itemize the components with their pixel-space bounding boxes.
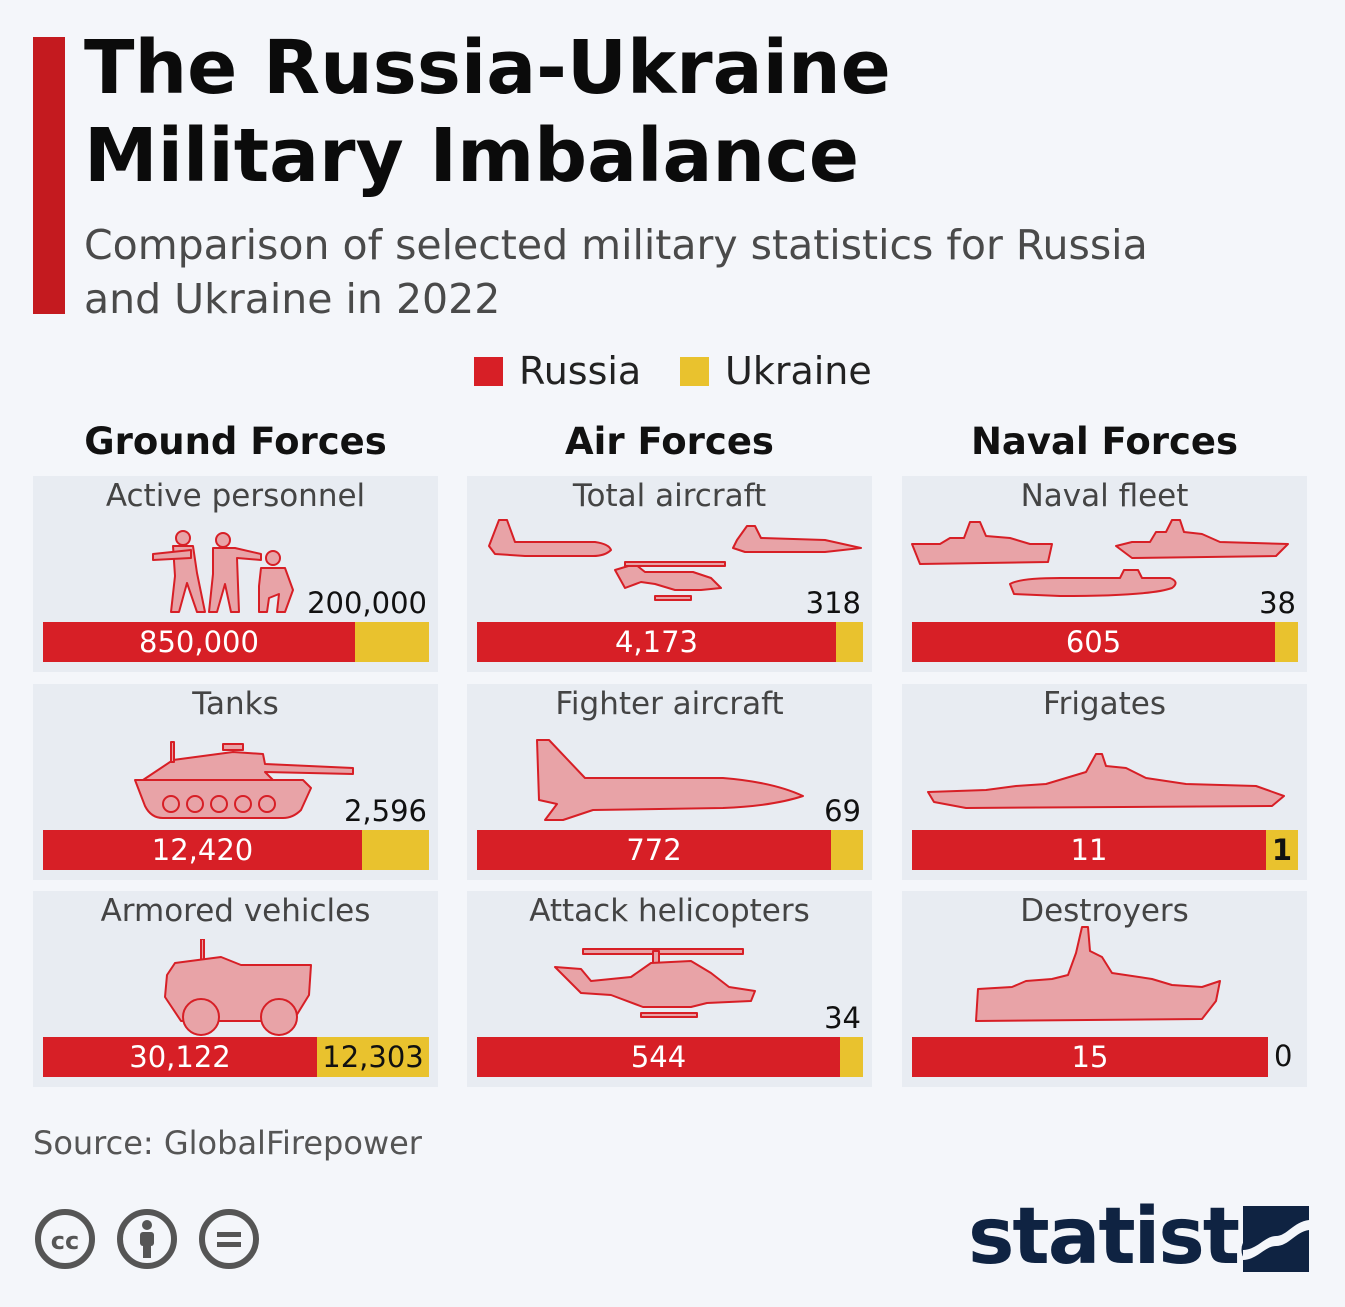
- value-label-ukraine: 34: [824, 1001, 861, 1035]
- value-label-ukraine: 318: [805, 586, 861, 620]
- bar-segment-russia: [912, 1037, 1268, 1077]
- stacked-bar: 15: [912, 1037, 1298, 1077]
- panel-armored-vehicles: Armored vehicles 30,122 12,303: [33, 891, 438, 1087]
- value-label-russia: 15: [1071, 1040, 1109, 1074]
- panel-total-aircraft: Total aircraft 4,173 318: [467, 476, 872, 672]
- bar-segment-ukraine: [1275, 622, 1298, 662]
- attribution-icon: [117, 1209, 177, 1269]
- panel-tanks: Tanks 12,420 2,596: [33, 684, 438, 880]
- bar-segment-russia: [43, 830, 362, 870]
- statista-logo: statista: [968, 1192, 1309, 1282]
- stacked-bar: 850,000: [43, 622, 429, 662]
- no-derivatives-icon: [199, 1209, 259, 1269]
- bar-segment-russia: [912, 622, 1275, 662]
- column-heading-naval-forces: Naval Forces: [970, 420, 1239, 463]
- bar-segment-russia: [477, 830, 831, 870]
- stacked-bar: 12,420: [43, 830, 429, 870]
- legend-swatch-russia: [474, 356, 503, 386]
- value-label-ukraine: 12,303: [322, 1040, 424, 1074]
- legend-label-ukraine: Ukraine: [725, 349, 872, 393]
- stacked-bar: 11: [912, 830, 1298, 870]
- panel-active-personnel: Active personnel 850,000 200,000: [33, 476, 438, 672]
- panel-label: Tanks: [192, 686, 279, 722]
- legend-item-ukraine: Ukraine: [680, 345, 872, 397]
- panel-label: Destroyers: [1020, 893, 1189, 929]
- tank-icon: [133, 740, 357, 824]
- value-label-ukraine: 69: [824, 794, 861, 828]
- stacked-bar: 4,173: [477, 622, 863, 662]
- value-label-ukraine: 38: [1259, 586, 1296, 620]
- bar-segment-russia: [477, 622, 836, 662]
- statista-wordmark: statista: [968, 1192, 1291, 1282]
- legend-swatch-ukraine: [680, 356, 709, 386]
- stacked-bar: 605: [912, 622, 1298, 662]
- stacked-bar: 30,122: [43, 1037, 429, 1077]
- bar-segment-russia: [43, 1037, 317, 1077]
- value-label-russia: 30,122: [129, 1040, 231, 1074]
- bar-segment-russia: [477, 1037, 840, 1077]
- panel-label: Frigates: [1043, 686, 1166, 722]
- chart-subtitle: Comparison of selected military statisti…: [84, 221, 1148, 323]
- bar-segment-russia: [912, 830, 1266, 870]
- bar-segment-ukraine: [317, 1037, 429, 1077]
- cc-icon: cc: [35, 1209, 95, 1269]
- value-label-russia: 850,000: [139, 625, 259, 659]
- value-label-ukraine: 200,000: [307, 586, 427, 620]
- value-label-russia: 605: [1065, 625, 1122, 659]
- column-heading-ground-forces: Ground Forces: [84, 420, 387, 463]
- bar-segment-ukraine: [836, 622, 863, 662]
- value-label-russia: 11: [1070, 833, 1108, 867]
- bar-segment-ukraine: [831, 830, 863, 870]
- helicopter-icon: [551, 947, 761, 1027]
- panel-fighter-aircraft: Fighter aircraft 772 69: [467, 684, 872, 880]
- naval-fleet-icon: [910, 518, 1290, 612]
- title-accent-bar: [33, 37, 65, 314]
- panel-label: Armored vehicles: [100, 893, 371, 929]
- bar-segment-ukraine: [840, 1037, 863, 1077]
- panel-label: Fighter aircraft: [555, 686, 784, 722]
- panel-frigates: Frigates 11 1: [902, 684, 1307, 880]
- legend-item-russia: Russia: [474, 345, 641, 397]
- value-label-russia: 12,420: [151, 833, 254, 867]
- value-label-russia: 4,173: [614, 625, 699, 659]
- legend-label-russia: Russia: [519, 349, 642, 393]
- statista-mark-icon: [1243, 1206, 1309, 1272]
- value-label-ukraine: 1: [1271, 833, 1293, 867]
- value-label-ukraine: 0: [1274, 1039, 1293, 1073]
- panel-destroyers: Destroyers 15 0: [902, 891, 1307, 1087]
- stacked-bar: 772: [477, 830, 863, 870]
- frigate-icon: [926, 752, 1286, 820]
- source-note: Source: GlobalFirepower: [33, 1124, 422, 1162]
- value-label-russia: 544: [630, 1040, 687, 1074]
- panel-naval-fleet: Naval fleet 605 38: [902, 476, 1307, 672]
- soldiers-icon: [151, 528, 301, 622]
- value-label-ukraine: 2,596: [343, 794, 427, 828]
- svg-text:cc: cc: [51, 1227, 79, 1255]
- legend: Russia Ukraine: [0, 345, 1345, 397]
- panel-label: Attack helicopters: [529, 893, 810, 929]
- destroyer-icon: [972, 925, 1224, 1029]
- value-label-russia: 772: [626, 833, 682, 867]
- bar-segment-ukraine: [362, 830, 429, 870]
- panel-attack-helicopters: Attack helicopters 544 34: [467, 891, 872, 1087]
- stacked-bar: 544: [477, 1037, 863, 1077]
- panel-label: Active personnel: [105, 478, 366, 514]
- column-heading-air-forces: Air Forces: [565, 420, 774, 463]
- fighter-jet-icon: [533, 738, 805, 826]
- bar-segment-ukraine: [355, 622, 429, 662]
- panel-label: Naval fleet: [1020, 478, 1189, 514]
- panel-label: Total aircraft: [572, 478, 767, 514]
- chart-title: The Russia-Ukraine Military Imbalance: [84, 25, 891, 199]
- bar-segment-ukraine: [1266, 830, 1298, 870]
- aircraft-group-icon: [485, 518, 865, 612]
- bar-segment-russia: [43, 622, 355, 662]
- armored-vehicle-icon: [161, 938, 321, 1043]
